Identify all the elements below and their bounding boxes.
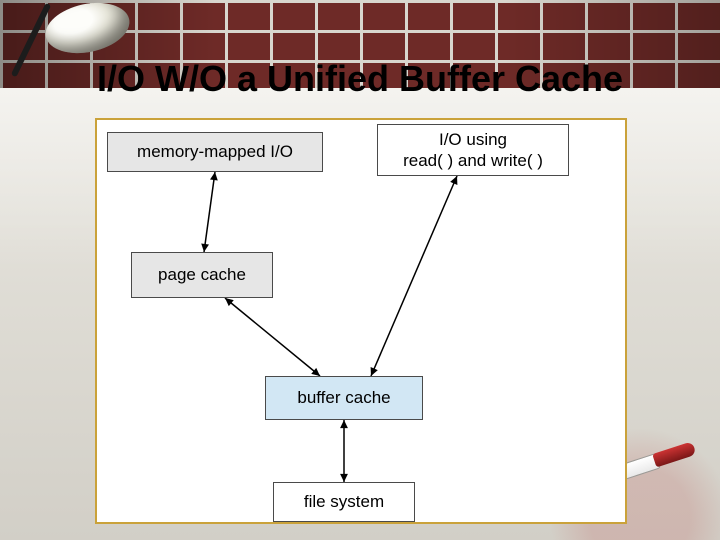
diagram-frame: memory-mapped I/O I/O usingread( ) and wr… bbox=[95, 118, 627, 524]
slide: I/O W/O a Unified Buffer Cache memory-ma… bbox=[0, 0, 720, 540]
buffer-cache-diagram: memory-mapped I/O I/O usingread( ) and wr… bbox=[97, 120, 625, 522]
node-mmio: memory-mapped I/O bbox=[107, 132, 323, 172]
node-rw: I/O usingread( ) and write( ) bbox=[377, 124, 569, 176]
node-pcache: page cache bbox=[131, 252, 273, 298]
diagram-arrows bbox=[97, 120, 625, 522]
page-title: I/O W/O a Unified Buffer Cache bbox=[0, 58, 720, 100]
node-bcache: buffer cache bbox=[265, 376, 423, 420]
node-fs: file system bbox=[273, 482, 415, 522]
